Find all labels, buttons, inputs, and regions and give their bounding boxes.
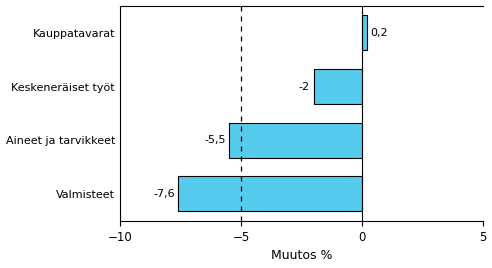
Bar [179,176,362,211]
Bar [229,123,362,158]
Bar [314,69,362,104]
Text: 0,2: 0,2 [370,28,388,38]
Text: -2: -2 [299,81,310,91]
Bar [362,15,367,50]
X-axis label: Muutos %: Muutos % [271,250,333,262]
Text: -5,5: -5,5 [204,135,225,145]
Text: -7,6: -7,6 [153,189,175,199]
